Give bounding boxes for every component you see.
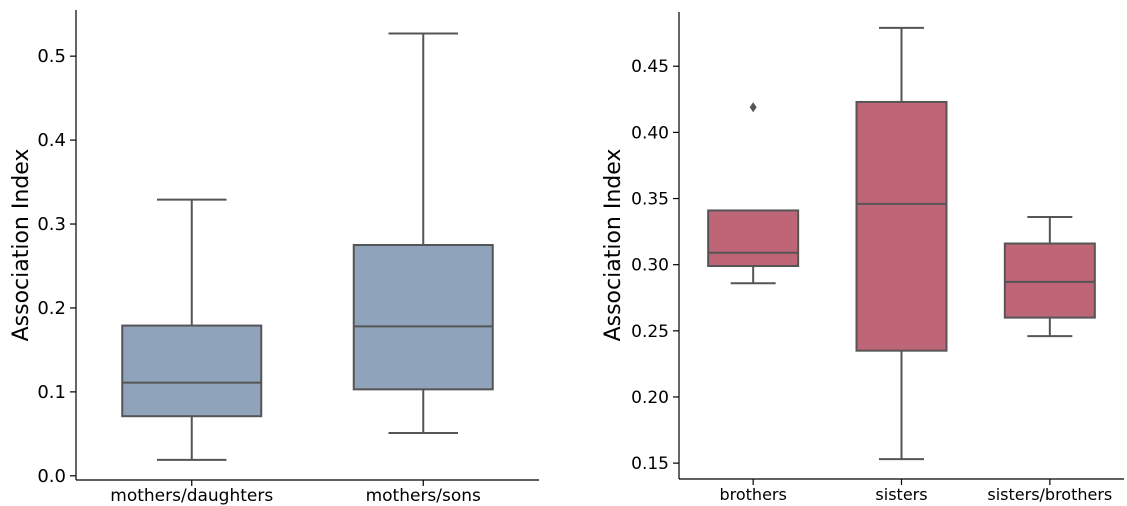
box-sisters-brothers — [1003, 242, 1096, 319]
box-brothers — [707, 209, 800, 268]
y-tick-label: 0.0 — [37, 466, 66, 487]
box-mothers-sons — [352, 244, 494, 391]
x-tick-label: sisters/brothers — [987, 485, 1112, 504]
y-tick-label: 0.40 — [631, 123, 669, 143]
x-tick-label: sisters — [875, 485, 927, 504]
y-tick-label: 0.1 — [37, 382, 66, 403]
left-chart: 0.0 0.1 0.2 0.3 0.4 0.5 Association Index mothe… — [9, 10, 539, 506]
y-tick-label: 0.2 — [37, 298, 66, 319]
y-tick-label: 0.20 — [631, 388, 669, 408]
box-mothers-daughters — [121, 324, 263, 418]
y-axis-label: Association Index — [601, 149, 626, 342]
y-tick-label: 0.45 — [631, 57, 669, 77]
y-tick-label: 0.5 — [37, 46, 66, 67]
right-chart: 0.15 0.20 0.25 0.30 0.35 0.40 0.45 Association … — [601, 12, 1124, 504]
x-tick-label: mothers/daughters — [110, 486, 273, 506]
y-tick-label: 0.30 — [631, 256, 669, 276]
y-tick-label: 0.4 — [37, 130, 66, 151]
x-tick-label: mothers/sons — [366, 486, 481, 506]
box-sisters — [855, 100, 948, 352]
y-tick-label: 0.15 — [631, 454, 669, 474]
y-tick-label: 0.35 — [631, 190, 669, 210]
x-tick-label: brothers — [719, 485, 786, 504]
y-tick-label: 0.25 — [631, 322, 669, 342]
y-tick-label: 0.3 — [37, 214, 66, 235]
y-axis-label: Association Index — [9, 149, 34, 342]
outlier-point — [749, 102, 757, 113]
